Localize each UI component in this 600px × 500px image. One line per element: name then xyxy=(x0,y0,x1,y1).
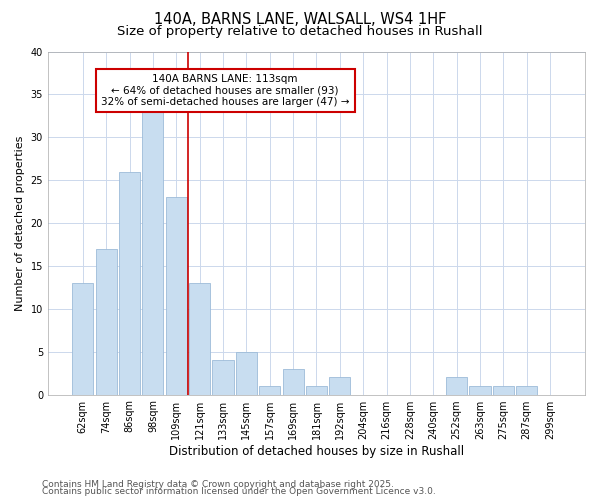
Bar xyxy=(95,249,117,394)
Bar xyxy=(329,378,350,394)
Bar xyxy=(469,386,491,394)
Bar xyxy=(516,386,537,394)
Bar xyxy=(212,360,233,394)
Bar xyxy=(446,378,467,394)
X-axis label: Distribution of detached houses by size in Rushall: Distribution of detached houses by size … xyxy=(169,444,464,458)
Text: 140A BARNS LANE: 113sqm
← 64% of detached houses are smaller (93)
32% of semi-de: 140A BARNS LANE: 113sqm ← 64% of detache… xyxy=(101,74,349,107)
Bar xyxy=(259,386,280,394)
Text: Size of property relative to detached houses in Rushall: Size of property relative to detached ho… xyxy=(117,25,483,38)
Bar xyxy=(283,369,304,394)
Bar xyxy=(119,172,140,394)
Bar xyxy=(166,198,187,394)
Text: Contains HM Land Registry data © Crown copyright and database right 2025.: Contains HM Land Registry data © Crown c… xyxy=(42,480,394,489)
Y-axis label: Number of detached properties: Number of detached properties xyxy=(15,136,25,310)
Bar xyxy=(306,386,327,394)
Text: Contains public sector information licensed under the Open Government Licence v3: Contains public sector information licen… xyxy=(42,488,436,496)
Bar xyxy=(73,283,94,395)
Text: 140A, BARNS LANE, WALSALL, WS4 1HF: 140A, BARNS LANE, WALSALL, WS4 1HF xyxy=(154,12,446,28)
Bar xyxy=(189,283,210,395)
Bar xyxy=(142,112,163,395)
Bar xyxy=(493,386,514,394)
Bar xyxy=(236,352,257,395)
